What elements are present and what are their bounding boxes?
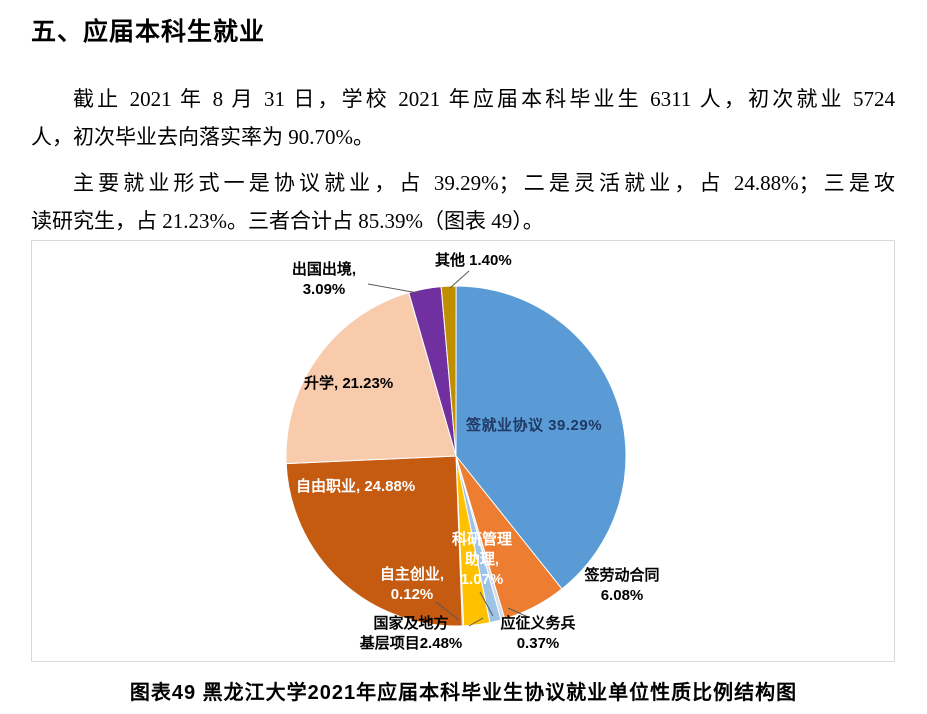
pie-label-chuguochujing: 出国出境, 3.09% [291, 261, 357, 298]
leader-line-qita [449, 270, 470, 289]
pie-label-keyanguanlizhuli: 科研管理 助理, 1.07% [451, 531, 512, 588]
leader-lines-group [367, 270, 529, 627]
pie-chart-figure: 其他 1.40% 出国出境, 3.09% 升学, 21.23% 签就业协议 39… [31, 240, 895, 662]
paragraph-1: 截止 2021 年 8 月 31 日，学校 2021 年应届本科毕业生 6311… [31, 80, 895, 156]
paragraph-2-line-2: 读研究生，占 21.23%。三者合计占 85.39%（图表 49）。 [31, 209, 544, 233]
pie-slice-8 [285, 292, 457, 465]
section-heading: 五、应届本科生就业 [31, 18, 266, 46]
pie-label-qita: 其他 1.40% [435, 252, 512, 269]
paragraph-1-line-1: 截止 2021 年 8 月 31 日，学校 2021 年应届本科毕业生 6311… [73, 87, 895, 111]
pie-chart [285, 270, 627, 627]
pie-slice-1 [455, 285, 627, 590]
pie-label-shengxue: 升学, 21.23% [304, 375, 394, 392]
leader-line-chuguo [367, 283, 419, 294]
pie-slice-10 [440, 285, 457, 457]
paragraph-2-line-1: 主要就业形式一是协议就业，占 39.29%；二是灵活就业，占 24.88%；三是… [73, 171, 895, 195]
pie-label-qianlaodonghetong: 签劳动合同 6.08% [584, 567, 660, 604]
pie-label-ziyouzhiye: 自由职业, 24.88% [296, 478, 416, 495]
leader-line-guojia [468, 617, 484, 627]
leader-line-yingzheng [507, 607, 529, 618]
pie-slices-group [285, 285, 627, 627]
pie-label-guojiajidifang: 国家及地方 基层项目2.48% [359, 615, 463, 652]
pie-slice-7 [285, 455, 463, 627]
pie-label-zizhuchuangye: 自主创业, 0.12% [379, 566, 445, 603]
leader-line-zizhu [435, 601, 460, 621]
pie-label-qianjiuyexieyi: 签就业协议 39.29% [466, 417, 603, 434]
pie-label-yingzhengyiwubing: 应征义务兵 0.37% [500, 615, 576, 652]
leader-line-keyan [479, 591, 494, 617]
figure-caption: 图表49 黑龙江大学2021年应届本科毕业生协议就业单位性质比例结构图 [129, 682, 798, 704]
paragraph-2: 主要就业形式一是协议就业，占 39.29%；二是灵活就业，占 24.88%；三是… [31, 164, 895, 240]
paragraph-1-line-2: 人，初次毕业去向落实率为 90.70%。 [31, 125, 374, 149]
